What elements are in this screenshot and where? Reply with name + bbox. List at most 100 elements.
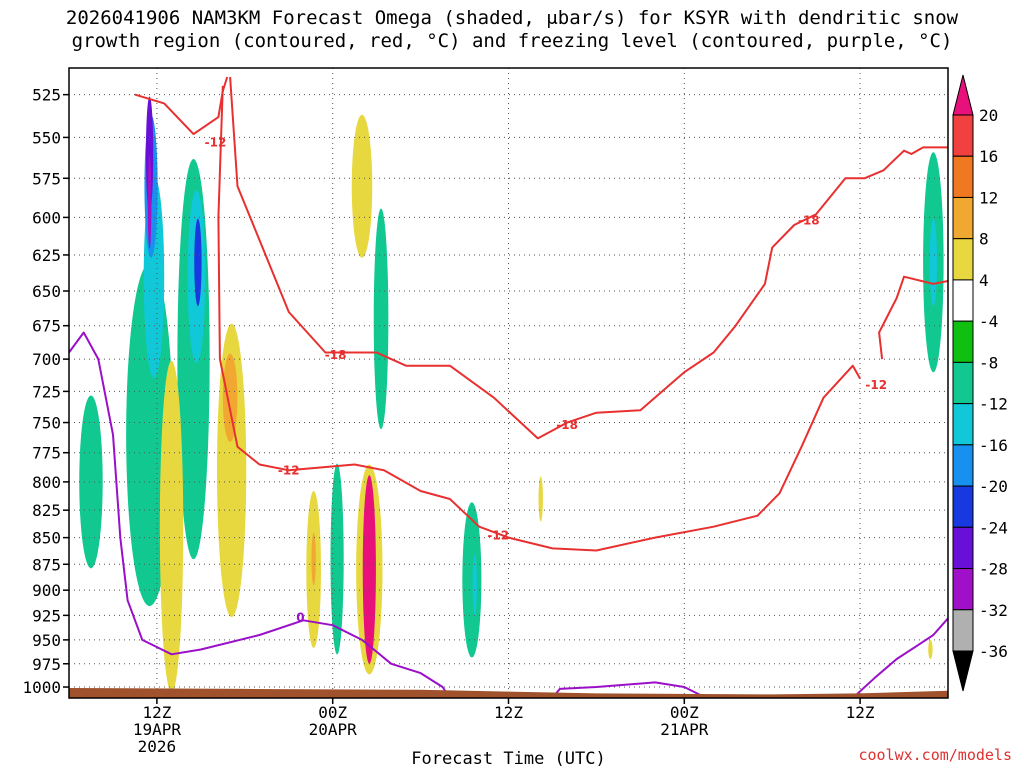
- colorbar-box-7: [952, 361, 974, 405]
- omega-region-16: [362, 475, 376, 664]
- y-tick-label-600: 600: [32, 208, 61, 227]
- contour-2-label-0: 0: [296, 610, 304, 624]
- colorbar-box-5: [952, 279, 974, 322]
- colorbar-box-4: [952, 238, 974, 281]
- contour-2-segment-2: [852, 617, 948, 698]
- colorbar-box-10: [952, 485, 974, 528]
- omega-region-24: [928, 639, 933, 660]
- watermark: coolwx.com/models: [858, 746, 1012, 764]
- colorbar-box-2: [952, 155, 974, 198]
- y-axis: 525 550 575 600 625 650 675 700 725 750 775 800 825 8…: [22, 86, 69, 697]
- contour-0-label-0: -12: [205, 135, 227, 149]
- colorbar-box-8: [952, 403, 974, 446]
- colorbar-label-3: 8: [979, 230, 989, 249]
- y-tick-label-525: 525: [32, 86, 61, 105]
- y-tick-label-975: 975: [32, 655, 61, 674]
- colorbar: 20 16 12 8 4 -4 -8 -12 -16 -20 -24 -28 -32 -36: [952, 74, 1008, 692]
- colorbar-label-9: -20: [979, 477, 1008, 496]
- colorbar-top-arrow: [952, 74, 974, 116]
- y-tick-label-825: 825: [32, 501, 61, 520]
- colorbar-label-1: 16: [979, 147, 998, 166]
- x-tick-label-30-0: 12Z: [494, 703, 523, 722]
- y-tick-label-625: 625: [32, 246, 61, 265]
- colorbar-bottom-arrow: [952, 650, 974, 692]
- contour-0-segment-2: [878, 275, 948, 360]
- contour-1-label-1: -18: [556, 418, 578, 432]
- colorbar-box-3: [952, 196, 974, 240]
- omega-region-13: [311, 532, 316, 586]
- omega-region-10: [222, 353, 238, 442]
- chart-title-line1: 2026041906 NAM3KM Forecast Omega (shaded…: [65, 7, 959, 29]
- x-tick-label-54-0: 12Z: [846, 703, 875, 722]
- omega-region-11: [159, 360, 184, 693]
- y-tick-label-900: 900: [32, 581, 61, 600]
- colorbar-label-6: -8: [979, 353, 998, 372]
- omega-region-5: [147, 155, 152, 249]
- omega-region-19: [462, 502, 482, 658]
- x-tick-label-18-1: 20APR: [309, 720, 358, 739]
- contour-0-label-3: -12: [865, 378, 887, 392]
- chart-title-line2: growth region (contoured, red, °C) and f…: [71, 30, 953, 52]
- colorbar-box-13: [952, 609, 974, 652]
- contour-0-label-2: -12: [487, 528, 509, 542]
- omega-region-8: [194, 218, 202, 307]
- colorbar-box-6: [952, 320, 974, 363]
- y-tick-label-950: 950: [32, 631, 61, 650]
- y-tick-label-650: 650: [32, 282, 61, 301]
- colorbar-box-9: [952, 444, 974, 487]
- contour-1-label-2: -18: [798, 213, 820, 227]
- colorbar-label-10: -24: [979, 518, 1008, 537]
- contour-layer: -12 -12 -12 -12 -18 -18 -18 0: [69, 76, 948, 698]
- colorbar-label-5: -4: [979, 312, 998, 331]
- x-tick-label-6-1: 19APR: [133, 720, 182, 739]
- contour-0-label-1: -12: [278, 463, 300, 477]
- x-tick-label-6-0: 12Z: [142, 703, 171, 722]
- omega-region-21: [538, 476, 543, 522]
- y-tick-label-850: 850: [32, 529, 61, 548]
- y-tick-label-925: 925: [32, 606, 61, 625]
- colorbar-label-2: 12: [979, 188, 998, 207]
- colorbar-box-11: [952, 526, 974, 570]
- colorbar-label-7: -12: [979, 395, 1008, 414]
- y-tick-label-575: 575: [32, 169, 61, 188]
- colorbar-label-12: -32: [979, 601, 1008, 620]
- colorbar-label-11: -28: [979, 560, 1008, 579]
- colorbar-label-0: 20: [979, 106, 998, 125]
- y-tick-label-775: 775: [32, 444, 61, 463]
- x-axis-label: Forecast Time (UTC): [411, 749, 605, 768]
- omega-region-14: [330, 463, 344, 655]
- terrain-fill: [69, 688, 948, 698]
- omega-region-17: [351, 114, 373, 258]
- terrain-layer: [69, 688, 948, 698]
- x-tick-label-18-0: 00Z: [318, 703, 347, 722]
- x-tick-label-6-2: 2026: [138, 737, 177, 756]
- contour-0-segment-1: [217, 85, 861, 552]
- x-tick-label-42-1: 21APR: [660, 720, 709, 739]
- omega-region-20: [472, 554, 478, 616]
- y-tick-label-750: 750: [32, 414, 61, 433]
- contour-2-segment-1: [551, 681, 707, 698]
- colorbar-box-12: [952, 568, 974, 611]
- y-tick-label-800: 800: [32, 473, 61, 492]
- colorbar-label-13: -36: [979, 642, 1008, 661]
- contour-2-segment-0: [69, 331, 451, 698]
- y-tick-label-550: 550: [32, 128, 61, 147]
- omega-region-18: [373, 208, 389, 430]
- y-tick-label-875: 875: [32, 555, 61, 574]
- y-tick-label-725: 725: [32, 382, 61, 401]
- y-tick-label-1000: 1000: [22, 678, 61, 697]
- omega-region-1: [79, 395, 103, 569]
- omega-shading-layer: [79, 96, 944, 693]
- y-tick-label-675: 675: [32, 317, 61, 336]
- colorbar-label-8: -16: [979, 436, 1008, 455]
- omega-region-23: [929, 218, 938, 307]
- grid-lines: [69, 68, 948, 698]
- colorbar-label-4: 4: [979, 271, 989, 290]
- contour-1-label-0: -18: [325, 348, 347, 362]
- x-tick-label-42-0: 00Z: [670, 703, 699, 722]
- colorbar-box-1: [952, 114, 974, 157]
- omega-region-4: [145, 96, 154, 212]
- y-tick-label-700: 700: [32, 350, 61, 369]
